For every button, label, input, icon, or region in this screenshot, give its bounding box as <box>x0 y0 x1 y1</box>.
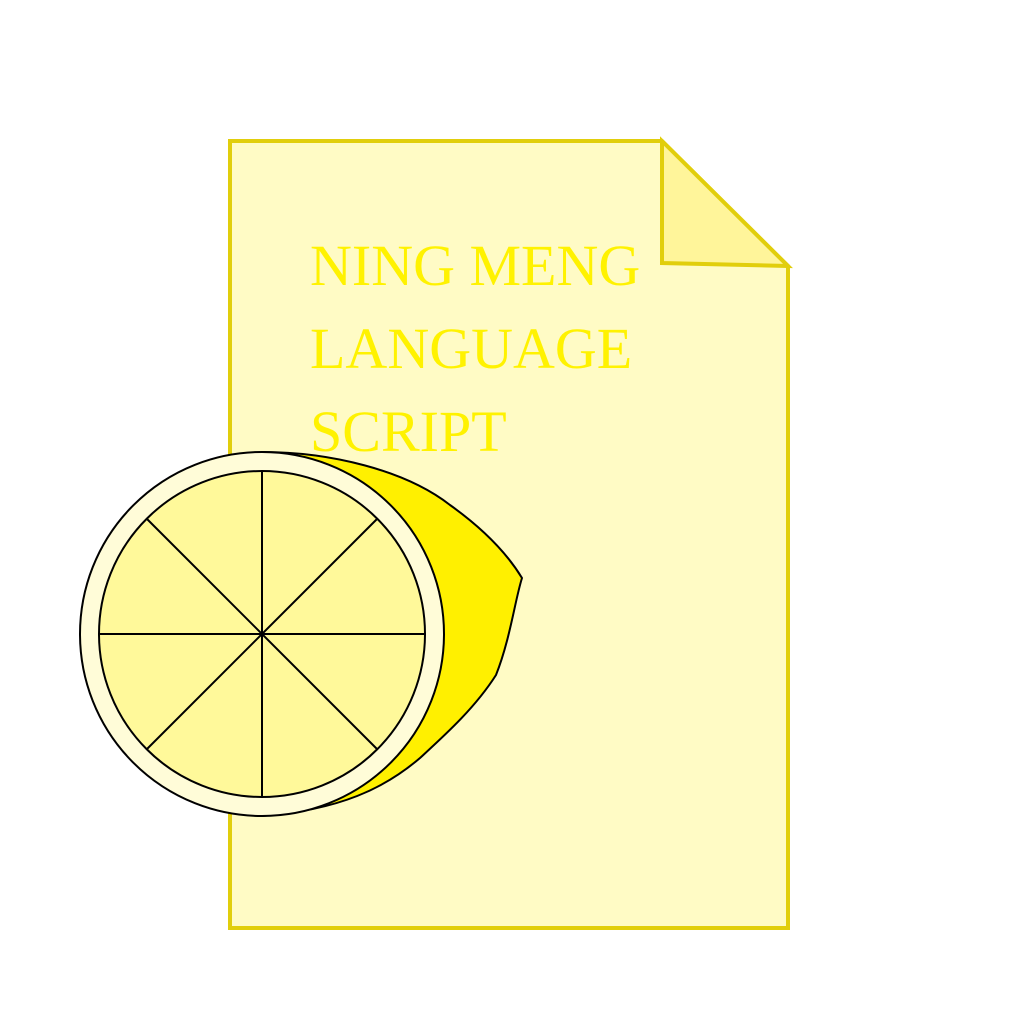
document-folded-corner <box>660 136 793 269</box>
doc-text-line-3: SCRIPT <box>310 399 507 464</box>
doc-text-line-2: LANGUAGE <box>310 316 632 381</box>
doc-text-line-1: NING MENG <box>310 233 640 298</box>
lemon-segment-line <box>146 518 378 750</box>
lemon-segment-lines <box>98 470 426 798</box>
